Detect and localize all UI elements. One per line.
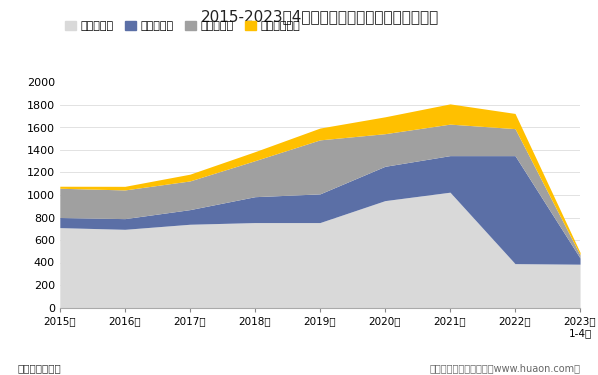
Title: 2015-2023年4月甘肃省各发电类型发电量统计图: 2015-2023年4月甘肃省各发电类型发电量统计图 (201, 9, 439, 24)
Legend: 火力发电量, 风力发电量, 水力发电量, 太阳能发电量: 火力发电量, 风力发电量, 水力发电量, 太阳能发电量 (65, 21, 300, 31)
Text: 制图：华经产业研究院（www.huaon.com）: 制图：华经产业研究院（www.huaon.com） (429, 363, 580, 373)
Text: 单位：亿千瓦时: 单位：亿千瓦时 (18, 363, 62, 373)
